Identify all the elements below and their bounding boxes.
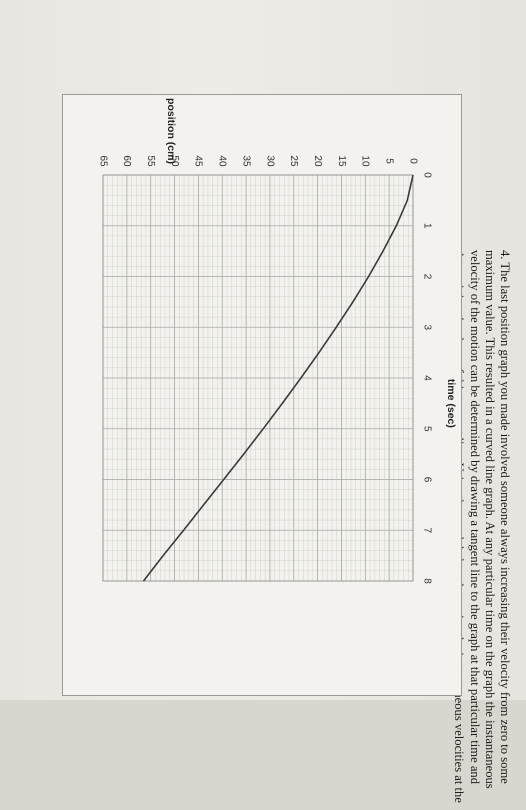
y-tick-label: 55 [145,155,156,167]
y-tick-label: 30 [264,155,275,167]
y-tick-label: 10 [360,155,371,167]
x-tick-label: 6 [421,477,432,483]
y-tick-label: 25 [288,155,299,167]
y-tick-label: 40 [217,155,228,167]
y-axis-title: position (cm) [165,98,177,164]
y-tick-label: 5 [384,158,395,164]
x-tick-label: 4 [421,375,432,381]
x-tick-label: 7 [421,527,432,533]
x-tick-label: 1 [421,223,432,229]
chart-container: 0 5 10 15 20 25 30 35 40 45 50 55 60 65 0 1 2 3 4 5 6 7 8 posit… [62,94,462,696]
x-axis-title: time (sec) [445,379,457,428]
y-tick-label: 0 [407,158,418,164]
series-line [142,174,414,582]
x-tick-label: 5 [421,426,432,432]
y-tick-label: 20 [312,155,323,167]
y-tick-label: 45 [193,155,204,167]
y-tick-label: 35 [240,155,251,167]
y-tick-label: 60 [121,155,132,167]
y-tick-label: 15 [336,155,347,167]
x-tick-label: 8 [421,578,432,584]
plot-frame [102,174,414,582]
position-time-chart: 05101520253035404550556065012345678posit… [97,98,457,584]
x-tick-label: 2 [421,274,432,280]
x-tick-label: 3 [421,324,432,330]
y-tick-label: 65 [97,155,108,167]
y-tick-label: 50 [169,155,180,167]
problem-number: 4. [498,250,512,260]
x-tick-label: 0 [421,172,432,178]
